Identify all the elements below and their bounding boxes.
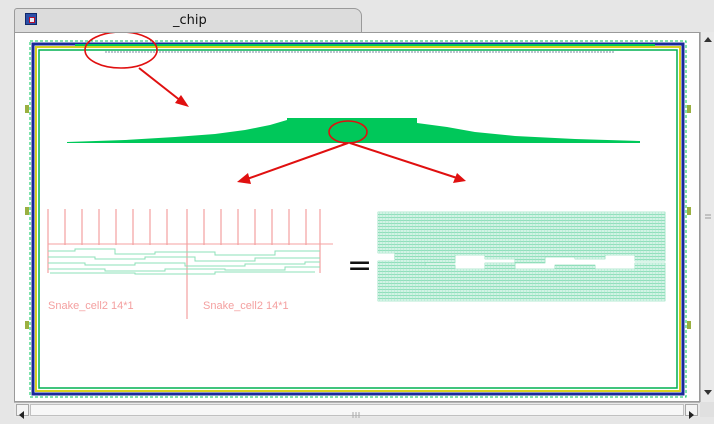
scroll-up-icon[interactable] — [704, 37, 712, 42]
chip-border-green — [38, 49, 678, 389]
scroll-grip-icon — [352, 412, 360, 418]
annotation-arrows — [138, 67, 466, 184]
horizontal-scroll-thumb[interactable] — [30, 404, 684, 418]
scroll-right-icon — [689, 411, 694, 419]
scroll-left-icon — [19, 411, 24, 419]
equals-sign: = — [347, 248, 372, 283]
layout-canvas[interactable]: Snake_cell2 14*1 Snake_cell2 14*1 = — [14, 32, 700, 402]
chip-border-dashed — [29, 40, 687, 398]
snake-label-right: Snake_cell2 14*1 — [203, 300, 289, 312]
scroll-down-icon[interactable] — [704, 390, 712, 395]
scroll-right-button[interactable] — [685, 404, 698, 419]
tab-title: _chip — [173, 13, 207, 28]
window-icon — [25, 13, 37, 25]
snake-label-left: Snake_cell2 14*1 — [48, 300, 134, 312]
snake-cells-left — [47, 209, 333, 319]
scroll-left-button[interactable] — [16, 404, 29, 419]
chip-border-yellow — [35, 46, 681, 392]
layout-view: Snake_cell2 14*1 Snake_cell2 14*1 = — [25, 33, 691, 398]
side-pads — [25, 105, 691, 329]
vertical-scrollbar[interactable] — [700, 32, 714, 402]
scroll-corner — [700, 402, 714, 417]
horizontal-scrollbar[interactable] — [14, 402, 700, 419]
vertical-scroll-arrows — [704, 37, 712, 395]
cell-array-right — [377, 211, 666, 302]
tab-chip[interactable]: _chip — [14, 8, 362, 32]
left-gutter — [0, 40, 10, 400]
stepped-layout-shape — [67, 118, 640, 143]
